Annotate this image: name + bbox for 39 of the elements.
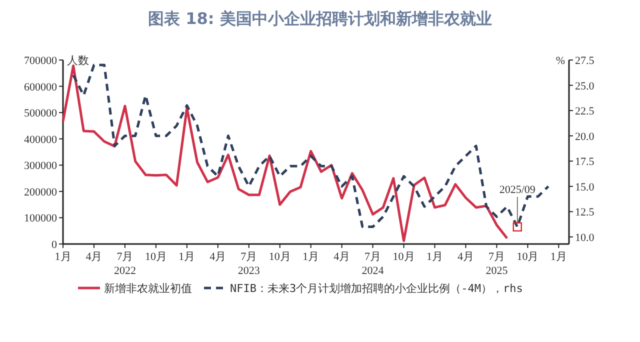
x-tick-label: 7月 2022 bbox=[114, 251, 136, 277]
y-tick-label: 200000 bbox=[24, 186, 58, 198]
annotation: 2025/09 bbox=[499, 184, 536, 196]
x-tick-label: 7月 2024 bbox=[362, 251, 384, 277]
y2-tick-label: 12.5 bbox=[575, 206, 595, 219]
x-tick-label: 10月 bbox=[268, 251, 291, 263]
x-tick-label: 7月 2023 bbox=[238, 251, 260, 277]
legend-label: 新增非农就业初值 bbox=[104, 282, 192, 295]
x-tick-label: 1月 bbox=[550, 251, 567, 263]
y2-tick-label: 20.0 bbox=[575, 130, 595, 143]
y-tick-label: 500000 bbox=[24, 108, 58, 120]
y2-tick-label: 15.0 bbox=[575, 181, 595, 194]
x-tick-label: 4月 bbox=[457, 251, 474, 263]
y2-tick-label: 17.5 bbox=[575, 156, 595, 168]
x-tick-label: 1月 bbox=[302, 251, 320, 263]
y-axis-title: 人数 bbox=[67, 54, 89, 67]
y2-tick-label: 27.5 bbox=[575, 55, 595, 67]
y-tick-label: 300000 bbox=[24, 160, 58, 172]
x-tick-label: 1月 bbox=[178, 251, 196, 263]
x-tick-label: 4月 bbox=[86, 251, 102, 263]
y-tick-label: 100000 bbox=[24, 212, 58, 225]
x-tick-label: 10月 bbox=[516, 251, 539, 263]
x-tick-label: 1月 bbox=[426, 251, 444, 263]
x-tick-label: 4月 bbox=[210, 251, 226, 263]
x-tick-label: 4月 bbox=[334, 251, 350, 263]
x-tick-label: 7月 2025 bbox=[486, 251, 508, 277]
x-tick-label: 10月 bbox=[392, 251, 415, 263]
y2-tick-label: 25.0 bbox=[575, 80, 595, 92]
y-tick-label: 600000 bbox=[24, 81, 58, 94]
y2-tick-label: 22.5 bbox=[575, 106, 595, 118]
y-tick-label: 700000 bbox=[24, 55, 58, 67]
chart-title: 图表 18: 美国中小企业招聘计划和新增非农就业 bbox=[148, 9, 492, 28]
y2-tick-label: 10.0 bbox=[575, 232, 595, 244]
x-tick-label: 1月 bbox=[54, 251, 72, 263]
x-tick-label: 10月 bbox=[144, 251, 167, 263]
y-tick-label: 400000 bbox=[24, 134, 58, 146]
legend-label: NFIB：未来3个月计划增加招聘的小企业比例（-4M），rhs bbox=[230, 282, 523, 295]
y2-axis-title: % bbox=[556, 55, 565, 67]
y-tick-label: 0 bbox=[52, 239, 58, 251]
